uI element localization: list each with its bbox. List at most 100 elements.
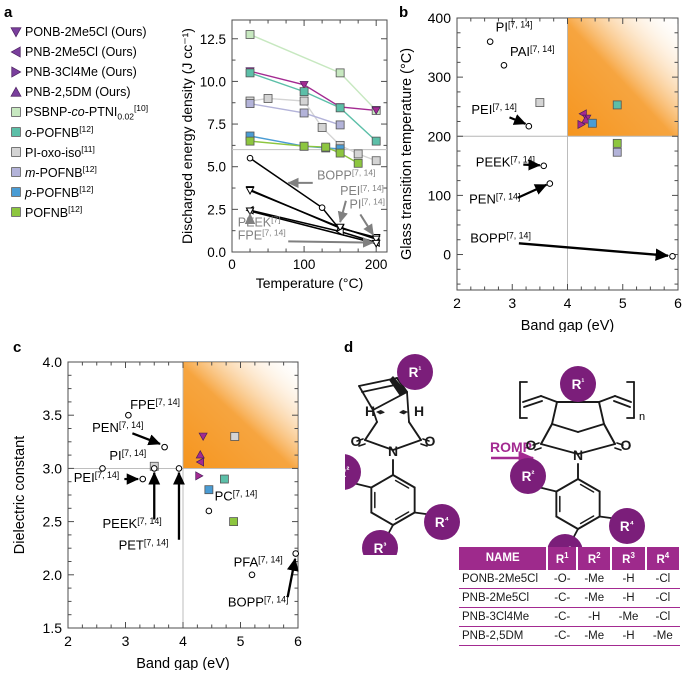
data-point — [299, 108, 309, 118]
data-point-PEEK — [150, 465, 158, 472]
legend-panel-a: PONB-2Me5Cl (Ours) PNB-2Me5Cl (Ours) PNB-3… — [8, 22, 193, 222]
aromatic-bond — [392, 474, 416, 489]
annotation-label: PEEK[7, 14] — [103, 516, 162, 531]
poly-im1 — [540, 423, 553, 445]
data-point — [299, 87, 309, 97]
bubble-r4-polymer: R⁴ — [609, 508, 645, 544]
aromatic-inner — [394, 511, 410, 521]
table-cell-r4: -Cl — [645, 607, 680, 627]
aromatic-bond — [392, 511, 416, 526]
x-tick-label: 2 — [64, 633, 72, 649]
data-point-p-POFNB — [587, 118, 597, 128]
legend-item-6: PI-oxo-iso[11] — [8, 142, 193, 162]
series-group-a — [245, 30, 381, 248]
annotation-label: BOPP[7, 14] — [317, 168, 375, 183]
series-line — [249, 72, 377, 142]
y-tick-label: 12.5 — [200, 32, 226, 47]
annotation-label: BOPP[7, 14] — [228, 595, 289, 610]
y-tick-label: 4.0 — [43, 354, 63, 370]
bubble-r3-monomer: R³ — [362, 530, 398, 555]
data-point-PAI — [500, 62, 508, 69]
data-point-BOPP — [669, 252, 676, 260]
table-cell-r2: -Me — [577, 588, 612, 608]
poly-bond3 — [614, 395, 632, 403]
substituent-bubble — [424, 504, 460, 540]
y-tick-label: 2.5 — [207, 202, 226, 217]
legend-item-label: POFNB[12] — [25, 203, 83, 221]
data-point-PEI — [525, 122, 533, 130]
substituent-bubble — [510, 458, 546, 494]
data-point — [299, 81, 309, 90]
data-point-PNB-2,5DM — [581, 115, 591, 124]
data-point-PI-oxo-iso — [535, 98, 545, 107]
bond-m10 — [364, 439, 394, 451]
data-point-PI — [486, 38, 494, 45]
bond-m6 — [372, 409, 378, 423]
data-point — [371, 156, 381, 166]
c=o-right-b — [420, 443, 428, 447]
data-point — [245, 207, 255, 216]
data-point — [245, 99, 255, 108]
hash-left — [377, 410, 383, 414]
data-point — [245, 136, 255, 146]
substituent-bubble — [362, 530, 398, 555]
arrow-pen-c — [132, 432, 161, 446]
triangle-down-glyph — [10, 27, 22, 38]
poly-ring1 — [551, 401, 558, 425]
aromatic-bond-poly — [577, 515, 601, 530]
table-cell-r3: -Me — [611, 607, 646, 627]
substituent-table: NAME R1 R2 R3 R4 PONB-2Me5Cl -O- -Me -H -Cl PNB-2… — [459, 547, 682, 646]
table-cell-name: PNB-3Cl4Me — [459, 607, 548, 627]
data-point-PEN — [161, 443, 168, 451]
aromatic-bond-poly — [555, 515, 579, 530]
bond-m2 — [361, 384, 396, 393]
hash-left — [376, 409, 382, 413]
legend-item-label: PNB-2,5DM (Ours) — [25, 85, 131, 99]
x-tick-label: 6 — [674, 295, 682, 311]
bubble-r1-monomer: R¹ — [397, 354, 433, 390]
x-tick-label: 3 — [508, 295, 516, 311]
data-point — [371, 106, 381, 115]
y-tick-label: 200 — [428, 128, 452, 144]
x-tick-label: 2 — [453, 295, 461, 311]
substituent-label: R⁴ — [620, 519, 634, 535]
data-point-FPE — [125, 411, 132, 419]
legend-item-1: PNB-2Me5Cl (Ours) — [8, 42, 193, 62]
atom-o-left: O — [351, 433, 362, 449]
y-axis-label: Glass transition temperature (°C) — [399, 48, 415, 260]
legend-item-4: PSBNP-co-PTNI0.02[10] — [8, 102, 193, 122]
bond-m8 — [364, 421, 378, 441]
series-line — [249, 210, 377, 245]
table-cell-r1: -O- — [547, 569, 578, 589]
atom-o-right: O — [425, 433, 436, 449]
triangle-left-icon — [8, 45, 24, 59]
chart-panel-c: 2 3 4 5 6 1.5 2.0 2.5 3.0 3.5 4.0 Band gap (eV) Diel… — [12, 354, 302, 670]
square-icon — [8, 105, 24, 119]
bubble-r1-polymer: R¹ — [560, 366, 596, 402]
substituent-label: R³ — [374, 541, 387, 556]
y-axis-label: Discharged energy density (J cc⁻¹) — [180, 28, 195, 244]
legend-item-3: PNB-2,5DM (Ours) — [8, 82, 193, 102]
legend-item-5: o-POFNB[12] — [8, 122, 193, 142]
triangle-up-glyph — [10, 86, 22, 97]
highlight-region — [183, 362, 298, 469]
data-point-PEEK — [540, 162, 548, 170]
data-point — [353, 158, 363, 168]
repeat-unit-n: n — [639, 411, 645, 423]
data-point — [335, 223, 345, 232]
poly-ring2 — [598, 401, 605, 425]
data-point-p-POFNB — [204, 485, 214, 495]
poly-ring3 — [551, 423, 579, 433]
triangle-right-glyph — [11, 66, 22, 78]
table-row: PNB-2,5DM -C- -Me -H -Me — [459, 626, 680, 646]
data-point-o-POFNB — [612, 100, 622, 110]
x-tick-label: 6 — [294, 633, 302, 649]
square-icon — [8, 205, 24, 219]
poly-im3 — [540, 443, 579, 455]
table-header-r4: R4 — [645, 547, 682, 570]
y-tick-label: 2.0 — [43, 567, 63, 583]
x-axis-label: Band gap (eV) — [136, 656, 230, 670]
bond-m11 — [392, 439, 422, 451]
x-tick-label: 4 — [564, 295, 572, 311]
table-cell-r1: -C- — [547, 626, 578, 646]
